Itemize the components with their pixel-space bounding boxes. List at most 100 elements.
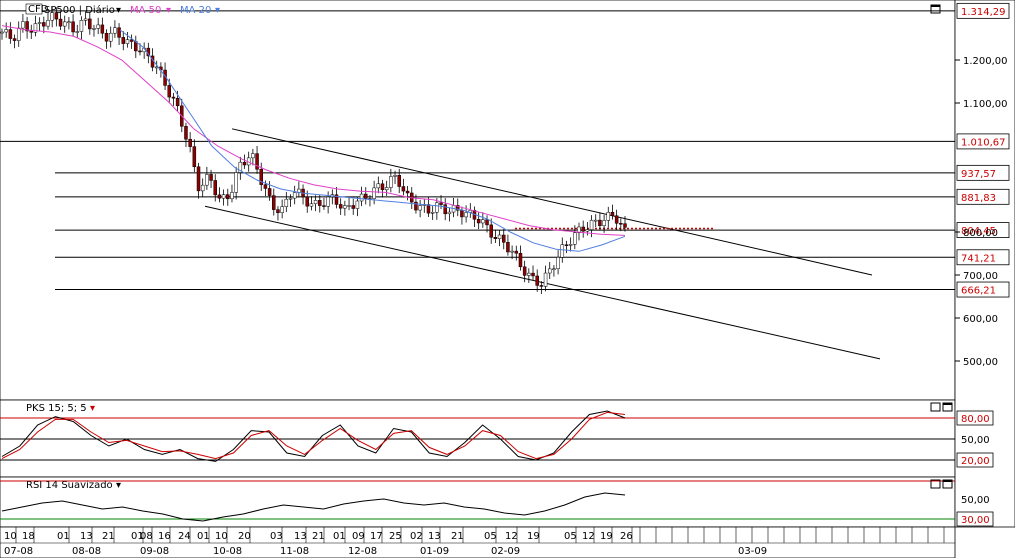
candle-body <box>292 192 297 199</box>
ma20-dropdown-icon[interactable]: ▾ <box>215 5 220 16</box>
candle-body <box>389 176 393 188</box>
pks-label[interactable]: PKS 15; 5; 5 <box>26 403 87 414</box>
candle-body <box>543 272 548 287</box>
candle-body <box>113 27 117 34</box>
ma20-label[interactable]: MA 20 <box>180 5 211 16</box>
candle-body <box>376 183 381 189</box>
candle-body <box>447 211 452 215</box>
candle-body <box>372 187 376 199</box>
time-day-label: 25 <box>389 531 402 542</box>
candle-body <box>606 212 611 221</box>
maximize-pks-icon[interactable] <box>942 402 953 412</box>
candle-body <box>96 24 100 29</box>
candle-body <box>167 85 171 98</box>
time-month-label: 03-09 <box>738 546 767 557</box>
time-day-label: 09 <box>352 531 365 542</box>
candle-body <box>405 190 410 194</box>
candle-body <box>589 219 594 230</box>
level-tag-text: 741,21 <box>961 253 996 264</box>
candle-body <box>209 174 213 181</box>
candle-body <box>535 275 539 286</box>
candle-body <box>418 205 422 211</box>
time-month-label: 01-09 <box>420 546 449 557</box>
candle-body <box>610 212 615 217</box>
candle-body <box>188 138 192 147</box>
candle-body <box>322 205 326 207</box>
rsi-dropdown-icon[interactable]: ▾ <box>116 480 121 491</box>
pks-level-label: 50,00 <box>961 435 990 446</box>
candle-body <box>205 174 209 186</box>
time-day-label: 02 <box>410 531 423 542</box>
maximize-rsi-icon[interactable] <box>942 479 953 489</box>
symbol-dropdown-icon[interactable]: ▾ <box>116 5 121 16</box>
candle-body <box>476 219 481 224</box>
candle-body <box>117 27 121 38</box>
candle-body <box>88 18 92 30</box>
price-panel <box>0 0 956 401</box>
candle-body <box>485 219 489 226</box>
candle-body <box>272 195 276 210</box>
time-day-label: 01 <box>57 531 70 542</box>
candle-body <box>21 21 25 29</box>
level-tag <box>956 281 1010 298</box>
candle-body <box>497 234 502 239</box>
minimize-pks-icon[interactable] <box>930 402 941 412</box>
time-day-label: 10 <box>215 531 228 542</box>
ma50-line <box>1 25 626 236</box>
pks-level-label: 20,00 <box>961 456 990 467</box>
candle-body <box>138 50 142 53</box>
candle-body <box>8 29 13 39</box>
candle-body <box>121 37 126 44</box>
ma50-label[interactable]: MA 50 <box>130 5 161 16</box>
candle-body <box>460 209 464 218</box>
pks-dropdown-icon[interactable]: ▾ <box>90 403 95 414</box>
time-day-label: 05 <box>484 531 497 542</box>
candle-body <box>54 12 59 20</box>
candle-body <box>221 194 226 199</box>
time-month-label: 09-08 <box>140 546 169 557</box>
minimize-rsi-icon[interactable] <box>930 479 941 489</box>
candle-body <box>439 202 443 205</box>
candle-body <box>527 272 531 276</box>
candle-body <box>267 188 272 196</box>
candle-body <box>104 33 109 42</box>
pks-d-line <box>1 411 626 460</box>
rsi-level-label: 50,00 <box>961 495 990 506</box>
candle-body <box>238 161 243 173</box>
level-tag <box>956 2 1010 19</box>
candle-body <box>42 22 46 27</box>
time-month-label: 07-08 <box>4 546 33 557</box>
level-tag-text: 804,45 <box>961 226 996 237</box>
price-tick-label: 800,00 <box>963 228 998 239</box>
candle-body <box>0 31 4 34</box>
time-day-label: 26 <box>620 531 633 542</box>
candle-body <box>33 23 38 33</box>
candle-body <box>506 242 510 253</box>
rsi-label[interactable]: RSI 14 Suavizado <box>26 480 113 491</box>
symbol-label[interactable]: SP500 | Diário <box>44 4 115 16</box>
candle-body <box>234 172 238 193</box>
candle-body <box>92 28 96 30</box>
candle-body <box>50 12 54 21</box>
chart-header: CFD SP500 | Diário ▾ MA 50 ▾ MA 20 ▾ <box>25 3 220 16</box>
candle-body <box>175 97 180 107</box>
ma20-line <box>119 29 626 252</box>
candle-body <box>573 232 577 245</box>
price-tick-label: 1.200,00 <box>963 56 1008 67</box>
candle-body <box>531 272 535 277</box>
candle-body <box>288 197 293 200</box>
candle-body <box>443 204 447 215</box>
candle-body <box>196 166 201 192</box>
ma50-dropdown-icon[interactable]: ▾ <box>166 5 171 16</box>
time-day-label: 13 <box>294 531 307 542</box>
upper-channel-line <box>231 128 873 276</box>
time-month-label: 08-08 <box>72 546 101 557</box>
time-day-label: 20 <box>238 531 251 542</box>
time-day-label: 13 <box>80 531 93 542</box>
candle-body <box>501 234 506 243</box>
candle-body <box>364 193 368 199</box>
time-day-label: 01 <box>197 531 210 542</box>
maximize-price-icon[interactable] <box>930 4 941 14</box>
rsi-level-label: 30,00 <box>961 515 990 526</box>
